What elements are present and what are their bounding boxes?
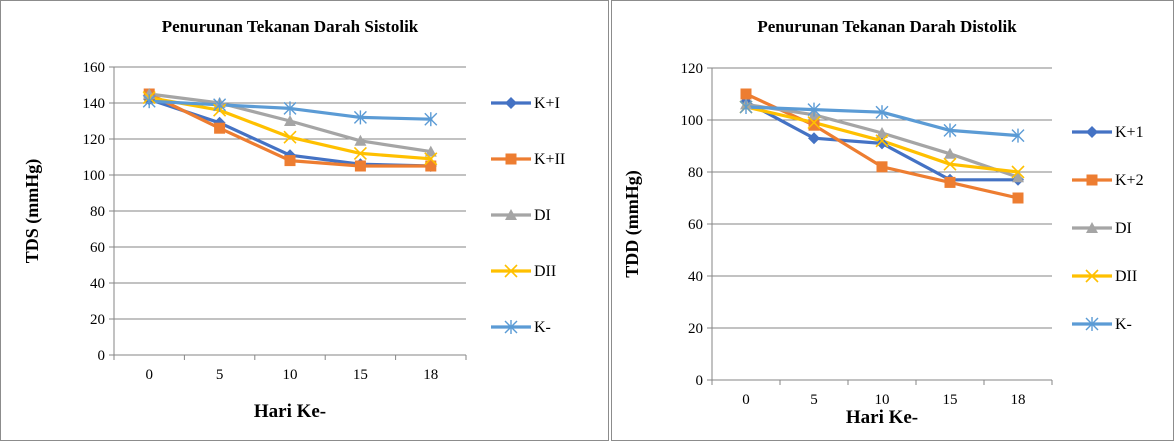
y-tick-label: 140 [83, 96, 106, 112]
x-tick-label: 18 [1011, 392, 1026, 408]
data-point-K+2-5 [808, 119, 820, 131]
y-tick-label: 120 [83, 132, 106, 148]
x-tick-label: 0 [742, 392, 750, 408]
data-point-DI-18 [1012, 171, 1024, 183]
legend-label-DI: DI [534, 207, 551, 224]
legend-marker-K- [1085, 317, 1099, 331]
y-axis-title: TDS (mmHg) [22, 159, 43, 264]
y-tick-label: 40 [688, 269, 703, 285]
chart-systolic: Penurunan Tekanan Darah Sistolik 0 20 40 60 8… [0, 0, 609, 441]
data-point-DII-15 [943, 157, 957, 171]
legend-label-DII: DII [1115, 268, 1137, 285]
legend-marker-DII [1085, 269, 1099, 283]
data-point-K+II-18 [425, 160, 437, 172]
y-tick-label: 0 [696, 373, 704, 389]
data-point-DI-10 [284, 115, 296, 126]
y-tick-label: 100 [83, 168, 106, 184]
x-axis-title: Hari Ke- [254, 401, 326, 422]
y-tick-label: 60 [688, 217, 703, 233]
legend-label-K+I: K+I [534, 95, 560, 112]
chart-title: Penurunan Tekanan Darah Distolik [757, 17, 1017, 36]
data-point-K+2-10 [876, 161, 888, 173]
y-tick-label: 40 [90, 276, 105, 292]
y-tick-label: 100 [681, 113, 704, 129]
data-point-DI-10 [876, 127, 888, 138]
data-point-K+2-15 [944, 176, 956, 188]
x-tick-label: 10 [283, 367, 298, 383]
data-point-DII-5 [807, 116, 821, 130]
legend-marker-K- [504, 320, 518, 334]
legend-marker-K+II [505, 153, 517, 165]
data-point-K--10 [875, 105, 889, 120]
data-point-K+II-15 [354, 160, 366, 172]
chart-title: Penurunan Tekanan Darah Sistolik [162, 17, 419, 36]
legend-label-DI: DI [1115, 220, 1132, 237]
x-tick-label: 18 [423, 367, 438, 383]
legend-marker-K+1 [1086, 126, 1098, 138]
legend-label-K+II: K+II [534, 151, 565, 168]
data-point-K+II-5 [214, 122, 226, 134]
data-point-DI-18 [424, 145, 437, 157]
legend-label-DII: DII [534, 263, 556, 280]
x-tick-label: 15 [353, 367, 368, 383]
x-axis-title: Hari Ke- [846, 407, 918, 428]
systolic-chart-svg: Penurunan Tekanan Darah Sistolik 0 20 40 60 8… [22, 17, 565, 422]
data-point-K+1-10 [876, 137, 888, 150]
y-axis-title: TDD (mmHg) [622, 170, 643, 277]
x-tick-label: 0 [145, 367, 153, 383]
data-point-DII-10 [875, 134, 889, 148]
data-point-DI-0 [143, 88, 156, 99]
data-point-K+2-0 [740, 88, 752, 100]
y-tick-label: 20 [90, 312, 105, 328]
y-tick-label: 80 [90, 204, 105, 220]
legend-marker-K+2 [1086, 174, 1098, 186]
legend-marker-DI [1086, 222, 1098, 233]
data-point-K+2-18 [1012, 192, 1024, 204]
x-tick-label: 5 [216, 367, 224, 383]
legend-label-K+1: K+1 [1115, 124, 1144, 141]
chart-diastolic: Penurunan Tekanan Darah Distolik 0 20 40 60 8… [611, 0, 1174, 441]
data-point-DII-15 [353, 146, 367, 160]
data-point-K+II-10 [284, 155, 296, 167]
x-tick-label: 10 [875, 392, 890, 408]
legend-marker-DII [504, 264, 518, 278]
data-point-K--5 [213, 97, 227, 112]
data-point-K--0 [739, 100, 753, 114]
legend-marker-K+I [505, 97, 517, 109]
data-point-DII-18 [424, 152, 438, 166]
data-point-K--18 [424, 112, 438, 127]
legend-marker-DI [505, 209, 517, 220]
data-point-K--0 [142, 94, 156, 109]
y-tick-label: 0 [98, 348, 106, 364]
data-point-K--15 [943, 123, 957, 138]
y-tick-label: 120 [681, 61, 704, 77]
y-tick-label: 80 [688, 165, 703, 181]
legend-label-K+2: K+2 [1115, 172, 1144, 189]
data-point-K--18 [1011, 128, 1025, 143]
data-point-K--5 [807, 102, 821, 117]
x-tick-label: 15 [943, 392, 958, 408]
data-point-DII-10 [283, 130, 297, 144]
data-point-K+1-5 [808, 132, 820, 145]
diastolic-chart-svg: Penurunan Tekanan Darah Distolik 0 20 40 60 8… [622, 17, 1144, 428]
legend-label-K-: K- [1115, 316, 1132, 333]
data-point-DI-15 [354, 134, 367, 146]
data-point-DI-15 [944, 147, 956, 159]
x-tick-label: 5 [810, 392, 818, 408]
data-point-K--15 [353, 110, 367, 125]
data-point-K--10 [283, 101, 297, 116]
y-tick-label: 20 [688, 321, 703, 337]
data-point-DII-18 [1011, 165, 1025, 179]
y-tick-label: 160 [83, 60, 106, 76]
y-tick-label: 60 [90, 240, 105, 256]
legend-label-K-: K- [534, 319, 551, 336]
